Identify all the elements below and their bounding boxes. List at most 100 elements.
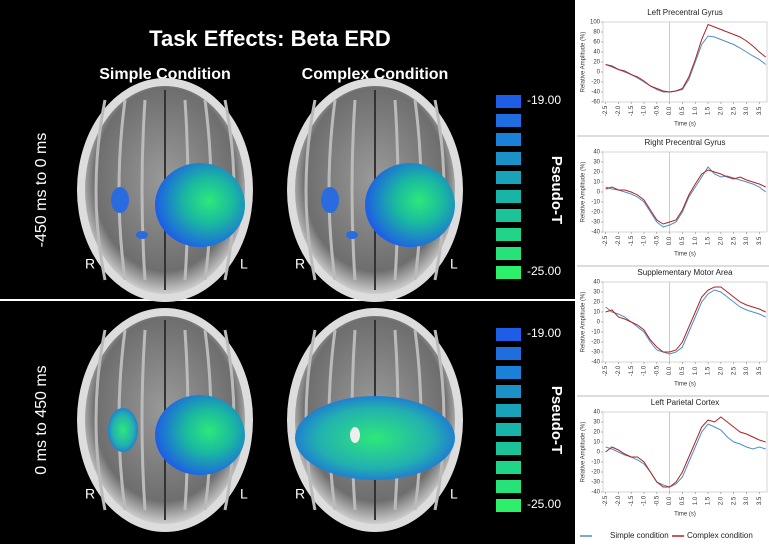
colorbar-cell [496,347,521,360]
colorbar-cell [496,328,521,341]
x-tick-label: 3.0 [744,106,750,115]
x-tick-label: 2.0 [718,236,724,245]
x-tick-label: -1.5 [629,495,635,506]
x-tick-label: -2.5 [603,235,609,246]
x-tick-label: 2.5 [731,366,737,375]
activation [155,163,245,247]
x-tick-label: 3.0 [744,366,750,375]
x-tick-label: -2.5 [603,495,609,506]
y-tick-label: -10 [591,330,600,336]
legend-label: Complex condition [687,531,753,540]
chart-title: Supplementary Motor Area [637,268,733,277]
x-tick-label: 1.5 [706,496,712,505]
y-tick-label: 10 [593,440,600,446]
x-tick-label: 3.0 [744,496,750,505]
y-tick-label: 20 [593,300,600,306]
colorbar-cell [496,152,521,165]
x-tick-label: -1.5 [629,105,635,116]
y-tick-label: 30 [593,290,600,296]
activation [321,187,339,213]
x-tick-label: 2.0 [718,496,724,505]
x-tick-label: 1.5 [706,106,712,115]
y-tick-label: 40 [593,50,600,56]
x-tick-label: 3.5 [757,496,763,505]
x-tick-label: 0.0 [667,496,673,505]
x-tick-label: -0.5 [654,495,660,506]
y-tick-label: -20 [591,340,600,346]
activation [346,231,358,239]
colorbar-cell [496,247,521,260]
y-tick-label: 10 [593,180,600,186]
colorbar-bottom: -25.00 [527,497,561,511]
colorbar-cell [496,209,521,222]
y-tick-label: -20 [591,210,600,216]
y-tick-label: -40 [591,360,600,366]
hemisphere-label: R [85,486,95,502]
x-tick-label: -1.5 [629,235,635,246]
colorbar-label: Pseudo-T [548,386,565,454]
x-tick-label: 0.5 [680,106,686,115]
colorbar-top: -19.00 [527,326,561,340]
x-tick-label: 2.0 [718,366,724,375]
colorbar-cell [496,404,521,417]
x-tick-label: 1.0 [693,236,699,245]
x-tick-label: 0.0 [667,236,673,245]
x-tick-label: -2.0 [616,105,622,116]
colorbar-top: -19.00 [527,93,561,107]
y-tick-label: -30 [591,220,600,226]
x-tick-label: 1.0 [693,106,699,115]
y-tick-label: 10 [593,310,600,316]
x-tick-label: -2.0 [616,495,622,506]
x-tick-label: -0.5 [654,105,660,116]
y-tick-label: -20 [591,470,600,476]
x-tick-label: 1.5 [706,366,712,375]
x-tick-label: 3.0 [744,236,750,245]
y-tick-label: 20 [593,170,600,176]
colorbar-cell [496,133,521,146]
y-axis-label: Relative Amplitude (%) [581,162,587,223]
x-tick-label: -1.0 [642,105,648,116]
x-tick-label: 2.0 [718,106,724,115]
hemisphere-label: R [85,256,95,272]
y-tick-label: 20 [593,60,600,66]
y-tick-label: 30 [593,420,600,426]
colorbar-cell [496,480,521,493]
activation [111,187,129,213]
x-tick-label: -2.0 [616,235,622,246]
x-tick-label: 3.5 [757,236,763,245]
y-tick-label: 100 [590,20,601,26]
x-tick-label: -1.5 [629,365,635,376]
x-tick-label: -2.5 [603,365,609,376]
hemisphere-label: R [295,486,305,502]
hemisphere-label: R [295,256,305,272]
y-tick-label: -20 [591,80,600,86]
y-axis-label: Relative Amplitude (%) [581,32,587,93]
colorbar-cell [496,366,521,379]
x-tick-label: 1.0 [693,496,699,505]
x-axis-label: Time (s) [674,122,696,128]
colorbar-cell [496,461,521,474]
y-tick-label: -40 [591,90,600,96]
hemisphere-label: L [450,256,458,272]
activation [136,231,148,239]
x-tick-label: -1.0 [642,365,648,376]
activation [108,408,138,452]
x-axis-label: Time (s) [674,252,696,258]
hemisphere-label: L [240,256,248,272]
figure-title: Task Effects: Beta ERD [149,26,391,51]
x-tick-label: 2.5 [731,496,737,505]
x-tick-label: 0.0 [667,366,673,375]
x-tick-label: -1.0 [642,235,648,246]
activation [155,395,245,475]
y-tick-label: 80 [593,30,600,36]
y-tick-label: -60 [591,100,600,106]
activation [365,163,455,247]
x-tick-label: 3.5 [757,366,763,375]
page: {"brain_panel": {"title": "Task Effects:… [0,0,769,544]
x-tick-label: 1.0 [693,366,699,375]
x-tick-label: 2.5 [731,236,737,245]
chart-title: Left Parietal Cortex [651,398,719,407]
chart-title: Right Precentral Gyrus [645,138,726,147]
colorbar-bottom: -25.00 [527,264,561,278]
colorbar-cell [496,228,521,241]
